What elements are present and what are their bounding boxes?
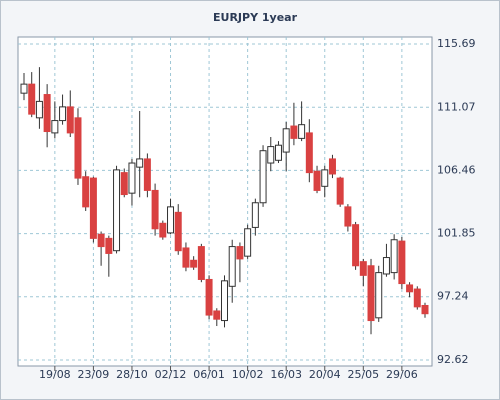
x-tick-label: 19/08 xyxy=(39,368,71,381)
candle-body xyxy=(182,247,190,268)
x-tick-label: 20/04 xyxy=(309,368,341,381)
candle-body xyxy=(167,206,175,234)
y-tick-label: 111.07 xyxy=(437,100,476,113)
candle-body xyxy=(51,120,59,134)
candle-body xyxy=(298,124,306,139)
candle-body xyxy=(74,117,82,179)
y-tick-label: 97.24 xyxy=(437,290,469,303)
x-tick-label: 06/01 xyxy=(193,368,225,381)
candle-body xyxy=(105,237,113,254)
candle-body xyxy=(305,132,313,174)
candle-body xyxy=(128,162,136,194)
candle-body xyxy=(382,257,390,275)
candle-body xyxy=(236,246,244,260)
candle-body xyxy=(221,280,228,322)
y-tick-label: 115.69 xyxy=(437,37,476,50)
candle-body xyxy=(136,158,144,168)
y-tick-label: 92.62 xyxy=(437,353,469,366)
y-tick-label: 101.85 xyxy=(437,227,476,240)
candle-body xyxy=(59,106,67,122)
candle-body xyxy=(328,158,336,175)
candle-body xyxy=(82,176,90,208)
candle-body xyxy=(282,128,290,153)
candle-body xyxy=(390,239,398,274)
candle-body xyxy=(398,240,406,285)
candle-body xyxy=(321,169,329,187)
candle-body xyxy=(151,189,159,230)
candle-body xyxy=(336,177,344,205)
candle-body xyxy=(413,288,421,308)
candle-body xyxy=(213,310,221,320)
candle-body xyxy=(89,177,97,239)
candle-body xyxy=(159,222,167,238)
candle-body xyxy=(244,228,252,257)
candle-body xyxy=(313,170,321,191)
chart-title: EURJPY 1year xyxy=(213,11,298,24)
candle-body xyxy=(143,158,151,191)
candle-body xyxy=(352,224,360,267)
x-tick-label: 10/02 xyxy=(232,368,264,381)
candle-body xyxy=(274,144,282,161)
candle-body xyxy=(251,202,259,228)
candle-body xyxy=(205,278,213,316)
candle-body xyxy=(367,265,375,322)
candle-body xyxy=(375,272,383,319)
candle-body xyxy=(197,246,205,280)
candle-body xyxy=(35,100,43,119)
x-tick-label: 23/09 xyxy=(78,368,110,381)
candle-body xyxy=(190,259,198,268)
x-tick-label: 16/03 xyxy=(270,368,302,381)
candle-body xyxy=(344,206,352,227)
candle-body xyxy=(97,233,105,248)
y-tick-label: 106.46 xyxy=(437,163,476,176)
candle-body xyxy=(174,211,182,252)
x-tick-label: 25/05 xyxy=(347,368,379,381)
candle-body xyxy=(20,83,28,94)
candle-body xyxy=(43,94,51,133)
candle-body xyxy=(421,304,429,315)
candle-body xyxy=(113,169,121,252)
candle-body xyxy=(28,83,36,115)
candle-body xyxy=(66,106,74,134)
candle-body xyxy=(290,125,298,139)
x-tick-label: 02/12 xyxy=(155,368,187,381)
candle-body xyxy=(359,261,367,276)
candle-body xyxy=(267,146,275,164)
candle-body xyxy=(228,246,236,287)
x-tick-label: 29/06 xyxy=(386,368,418,381)
candle-body xyxy=(259,150,267,204)
candle-body xyxy=(406,284,414,293)
candle-body xyxy=(120,172,128,196)
x-tick-label: 28/10 xyxy=(116,368,148,381)
